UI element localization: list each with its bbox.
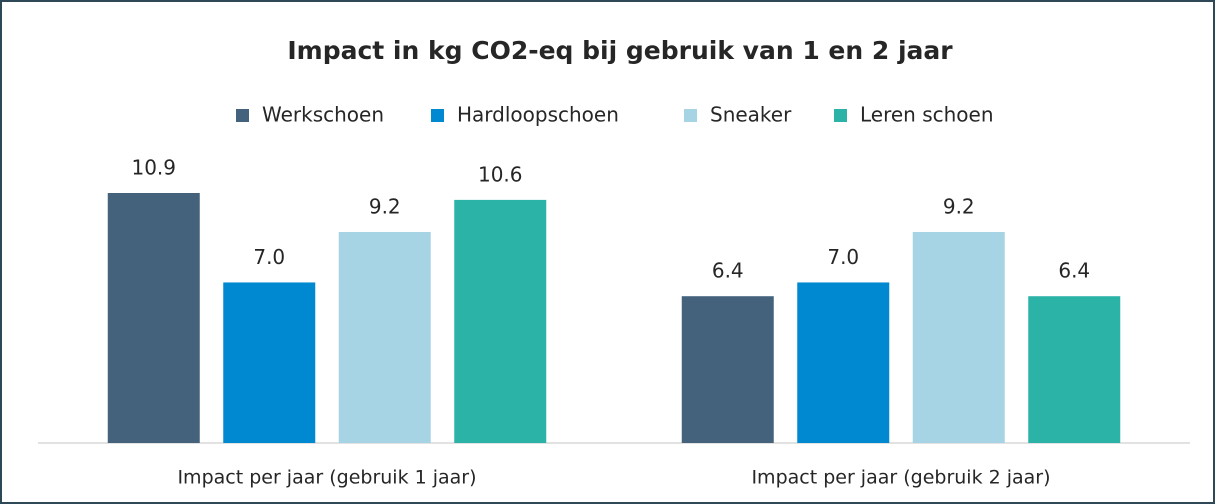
x-tick-label: Impact per jaar (gebruik 2 jaar)	[751, 467, 1050, 489]
data-label: 10.9	[131, 156, 176, 180]
bar	[797, 282, 890, 443]
bar	[223, 282, 316, 443]
legend-label: Sneaker	[710, 103, 792, 127]
legend-label: Werkschoen	[262, 103, 384, 127]
data-label: 7.0	[827, 245, 859, 269]
x-tick-label: Impact per jaar (gebruik 1 jaar)	[177, 467, 476, 489]
legend-label: Leren schoen	[860, 103, 994, 127]
data-label: 10.6	[478, 162, 523, 186]
data-label: 6.4	[1058, 259, 1090, 283]
legend-label: Hardloopschoen	[457, 103, 619, 127]
bar	[338, 231, 431, 443]
chart-title: Impact in kg CO2-eq bij gebruik van 1 en…	[287, 36, 953, 65]
bar	[107, 193, 200, 443]
bar	[1028, 296, 1121, 443]
bar	[454, 199, 547, 443]
bar	[912, 231, 1005, 443]
data-label: 7.0	[253, 245, 285, 269]
bar	[681, 296, 774, 443]
data-label: 9.2	[943, 194, 975, 218]
legend-swatch	[684, 109, 697, 122]
legend-swatch	[236, 109, 249, 122]
legend-swatch	[431, 109, 444, 122]
data-label: 9.2	[369, 194, 401, 218]
data-label: 6.4	[712, 259, 744, 283]
legend-swatch	[834, 109, 847, 122]
